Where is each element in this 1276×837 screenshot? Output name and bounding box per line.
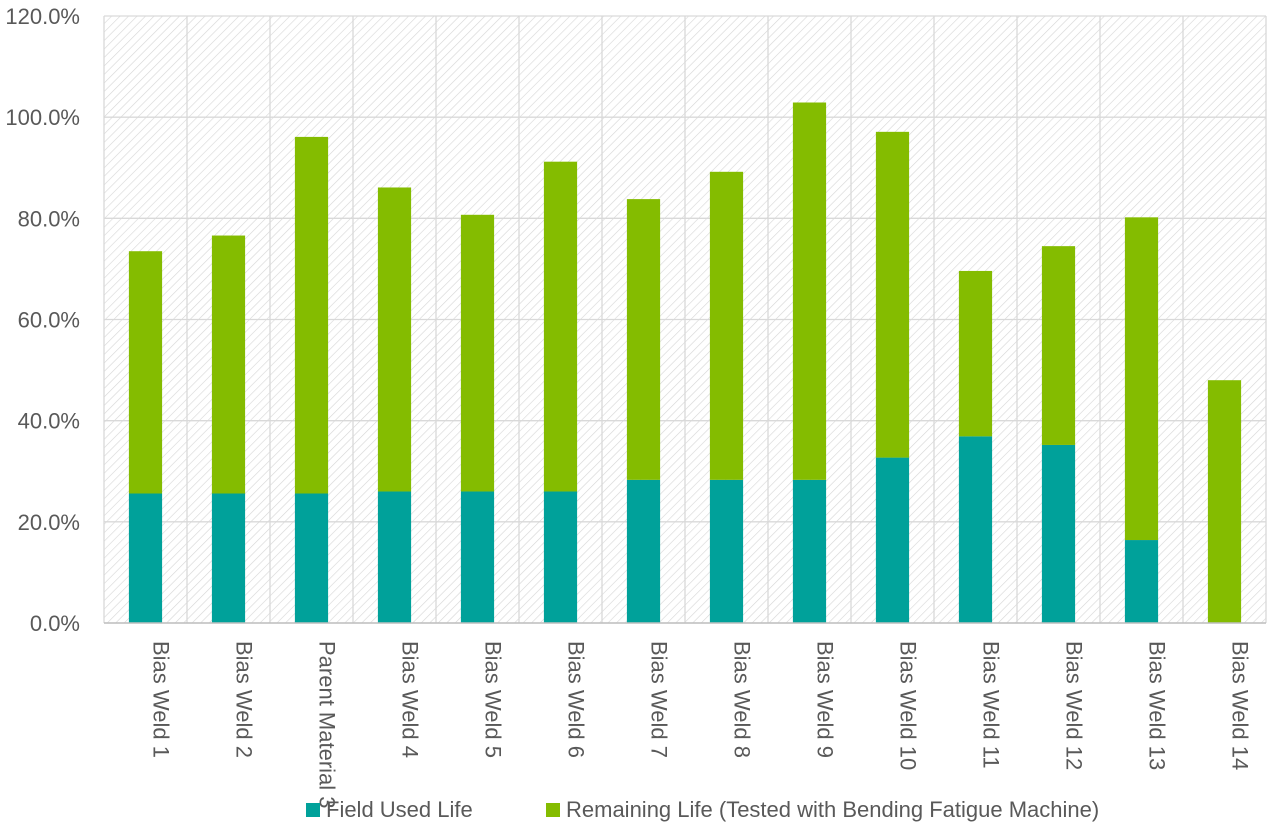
bar-field-used-life [626,479,661,623]
bar-field-used-life [377,491,412,623]
legend-label: Remaining Life (Tested with Bending Fati… [566,797,1099,822]
x-tick-label: Bias Weld 2 [232,641,257,758]
bar-field-used-life [460,491,495,623]
bar-field-used-life [1124,540,1159,623]
bar-field-used-life [709,479,744,623]
x-tick-label: Bias Weld 8 [730,641,755,758]
bar-remaining-life [1124,217,1159,541]
x-tick-label: Bias Weld 9 [813,641,838,758]
x-tick-label: Bias Weld 5 [481,641,506,758]
legend-label: Field Used Life [326,797,473,822]
bar-remaining-life [626,199,661,480]
bar-remaining-life [709,171,744,480]
x-tick-label: Bias Weld 4 [398,641,423,758]
axes: 0.0% 20.0% 40.0% 60.0% 80.0% 100.0% 120.0% Bias… [5,4,1266,809]
bar-remaining-life [1041,246,1076,445]
bar-field-used-life [958,436,993,623]
bar-field-used-life [543,491,578,623]
x-tick-label: Bias Weld 12 [1062,641,1087,770]
bar-field-used-life [792,479,827,623]
x-tick-label: Bias Weld 6 [564,641,589,758]
x-tick-label: Bias Weld 10 [896,641,921,770]
y-tick-label: 0.0% [30,611,80,636]
bar-remaining-life [128,251,163,494]
bar-field-used-life [1041,444,1076,623]
y-tick-label: 120.0% [5,4,80,29]
x-tick-label: Bias Weld 13 [1145,641,1170,770]
y-tick-label: 100.0% [5,105,80,130]
bars [128,102,1242,623]
bar-remaining-life [875,131,910,458]
x-tick-label: Bias Weld 7 [647,641,672,758]
bar-field-used-life [294,493,329,623]
bar-remaining-life [958,270,993,437]
x-tick-label: Parent Material 3 [315,641,340,809]
bar-field-used-life [875,457,910,623]
y-tick-label: 80.0% [18,206,80,231]
x-tick-label: Bias Weld 11 [979,641,1004,769]
bar-remaining-life [211,235,246,494]
bar-remaining-life [294,136,329,494]
bar-field-used-life [211,493,246,623]
bar-remaining-life [792,102,827,480]
x-tick-label: Bias Weld 14 [1228,641,1253,770]
bar-field-used-life [128,493,163,623]
y-tick-label: 40.0% [18,409,80,434]
y-tick-label: 60.0% [18,308,80,333]
x-tick-label: Bias Weld 1 [149,641,174,758]
legend-swatch [546,803,560,817]
bar-remaining-life [1207,380,1242,623]
bar-remaining-life [377,187,412,492]
y-tick-label: 20.0% [18,510,80,535]
bar-remaining-life [543,161,578,492]
bar-remaining-life [460,214,495,492]
legend-swatch [306,803,320,817]
legend: Field Used Life Remaining Life (Tested wi… [306,797,1099,822]
